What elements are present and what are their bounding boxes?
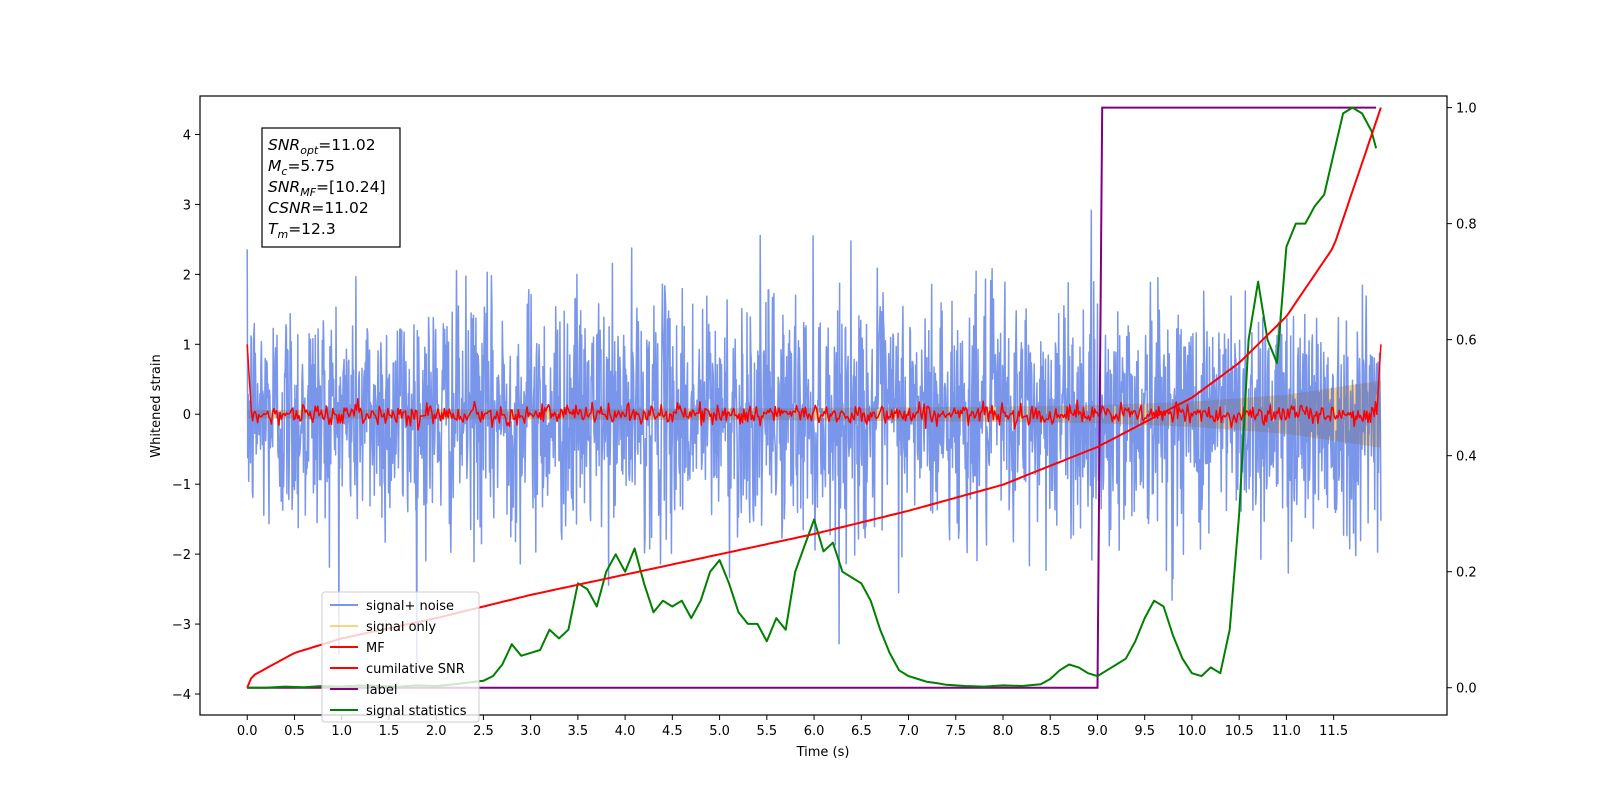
info-symbol: T (268, 220, 279, 238)
y2-tick-label: 1.0 (1456, 102, 1477, 117)
x-tick-label: 5.5 (756, 724, 777, 739)
x-axis: 0.0 0.5 1.0 1.5 2.0 2.5 3.0 3.5 4.0 4.5 5.0 5.5 6.0 6… (237, 715, 1348, 739)
legend-label: cumilative SNR (366, 662, 465, 677)
x-tick-label: 8.0 (993, 724, 1014, 739)
info-symbol: SNR (268, 136, 300, 154)
x-tick-label: 1.0 (331, 724, 352, 739)
x-tick-label: 11.5 (1319, 724, 1348, 739)
x-tick-label: 7.0 (898, 724, 919, 739)
y-tick-label: 1 (183, 338, 191, 353)
x-tick-label: 4.5 (662, 724, 683, 739)
y2-tick-label: 0.2 (1456, 566, 1477, 581)
x-tick-label: 4.0 (615, 724, 636, 739)
info-subscript: c (281, 165, 287, 178)
y-axis-left: −4 −3 −2 −1 0 1 2 3 4 (172, 128, 200, 703)
plot-frame (199, 95, 1448, 716)
info-symbol: CSNR (268, 199, 311, 217)
info-subscript: MF (300, 186, 316, 199)
x-tick-label: 3.5 (568, 724, 589, 739)
info-box: SNRopt=11.02Mc=5.75SNRMF=[10.24]CSNR=11.… (261, 127, 401, 248)
mf-series-line (246, 344, 1382, 431)
x-tick-label: 6.5 (851, 724, 872, 739)
info-value: =11.02 (318, 136, 375, 154)
y-tick-label: 0 (183, 408, 191, 423)
y-axis-label: Whitened strain (149, 354, 164, 457)
x-tick-label: 7.5 (945, 724, 966, 739)
x-tick-label: 0.0 (237, 724, 258, 739)
info-box-line: SNRopt=11.02 (268, 136, 376, 157)
info-subscript: m (277, 228, 288, 241)
x-tick-label: 8.5 (1040, 724, 1061, 739)
info-box-line: CSNR=11.02 (268, 199, 369, 217)
y-tick-label: −3 (172, 618, 191, 633)
info-box-line: Mc=5.75 (268, 157, 335, 178)
info-symbol: M (268, 157, 281, 175)
info-value: =12.3 (288, 220, 336, 238)
y-tick-label: 3 (183, 198, 191, 213)
legend-frame (321, 591, 480, 723)
legend-label: MF (366, 641, 385, 656)
x-tick-label: 0.5 (284, 724, 305, 739)
x-tick-label: 11.0 (1272, 724, 1301, 739)
x-tick-label: 1.5 (379, 724, 400, 739)
info-value: =[10.24] (316, 178, 385, 196)
y2-tick-label: 0.8 (1456, 218, 1477, 233)
signal-statistics-series-line (247, 106, 1378, 689)
y2-tick-label: 0.0 (1456, 682, 1477, 697)
y-tick-label: −1 (172, 478, 191, 493)
legend: signal+ noise signal only MF cumilative SNR… (321, 591, 480, 723)
label-series-line (247, 106, 1377, 689)
info-value: =5.75 (287, 157, 335, 175)
y-tick-label: −4 (172, 688, 191, 703)
info-box-line: SNRMF=[10.24] (268, 178, 386, 199)
legend-label: signal only (366, 620, 436, 635)
x-tick-label: 9.5 (1134, 724, 1155, 739)
y2-tick-label: 0.6 (1456, 334, 1477, 349)
plot-area (246, 106, 1382, 689)
y2-tick-label: 0.4 (1456, 450, 1477, 465)
x-tick-label: 6.0 (804, 724, 825, 739)
info-subscript: opt (300, 144, 319, 157)
x-axis-label: Time (s) (796, 745, 850, 760)
x-tick-label: 3.0 (520, 724, 541, 739)
y-tick-label: 4 (183, 128, 191, 143)
x-tick-label: 10.5 (1225, 724, 1254, 739)
legend-label: label (366, 683, 397, 698)
info-value: =11.02 (311, 199, 368, 217)
y-tick-label: 2 (183, 268, 191, 283)
x-tick-label: 2.0 (426, 724, 447, 739)
y-axis-right: 0.0 0.2 0.4 0.6 0.8 1.0 (1447, 102, 1477, 697)
legend-items: signal+ noise signal only MF cumilative SNR… (330, 599, 467, 719)
x-tick-label: 2.5 (473, 724, 494, 739)
signal-noise-series-line (246, 209, 1382, 665)
y-tick-label: −2 (172, 548, 191, 563)
info-box-lines: SNRopt=11.02Mc=5.75SNRMF=[10.24]CSNR=11.… (268, 136, 386, 241)
legend-label: signal+ noise (366, 599, 454, 614)
info-box-frame (261, 127, 401, 248)
info-box-line: Tm=12.3 (268, 220, 336, 241)
x-tick-label: 9.0 (1087, 724, 1108, 739)
info-symbol: SNR (268, 178, 300, 196)
x-tick-label: 10.0 (1177, 724, 1206, 739)
legend-label: signal statistics (366, 704, 467, 719)
x-tick-label: 5.0 (709, 724, 730, 739)
